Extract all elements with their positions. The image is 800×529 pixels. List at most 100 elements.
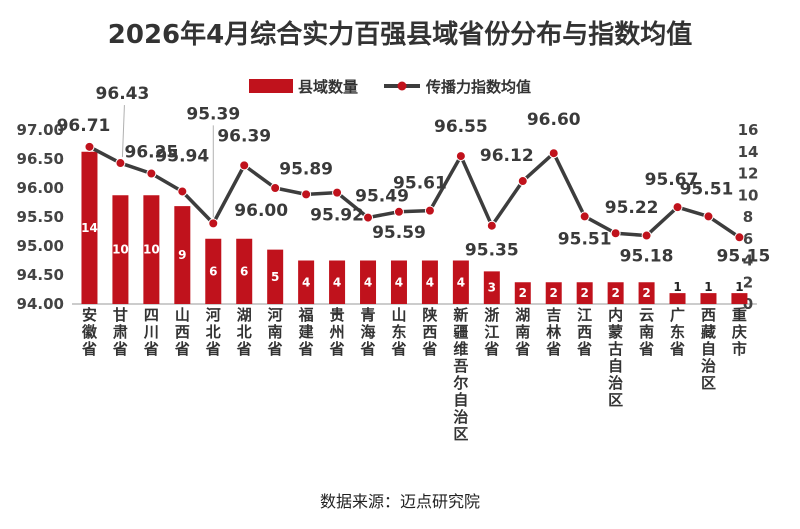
category-label: 福建省 [298,306,315,358]
line-value-label: 95.59 [372,223,426,243]
bar [669,293,686,304]
bar [143,195,160,304]
bar [483,271,500,304]
line-value-label: 95.67 [645,170,699,190]
line-point [146,168,157,179]
bar [545,282,562,304]
bar-value-label: 1 [673,280,681,294]
line-point [208,218,219,229]
line-value-label: 96.39 [217,126,271,146]
bar-value-label: 3 [488,281,496,295]
bar [174,206,191,304]
leader-line [121,105,125,158]
right-tick-label: 4 [743,252,753,270]
bar-value-label: 10 [112,243,129,257]
left-tick-label: 95.00 [17,237,64,255]
line-value-label: 95.18 [620,247,674,267]
left-tick-label: 97.00 [17,121,64,139]
right-tick-label: 6 [743,230,753,248]
bar-value-label: 1 [704,280,712,294]
line-value-label: 95.49 [355,187,409,207]
line-value-label: 95.22 [605,198,659,218]
right-tick-label: 12 [738,165,759,183]
line-value-label: 95.51 [558,229,612,249]
right-tick-label: 16 [738,121,759,139]
right-tick-label: 2 [743,273,753,291]
right-axis: 0 2 4 6 8 10 12 14 16 [738,121,759,313]
category-label: 新疆维吾尔自治区 [453,306,468,443]
line-point [703,211,714,222]
legend-line-label: 传播力指数均值 [425,78,531,96]
bar [607,282,624,304]
bar-value-label: 4 [426,275,434,289]
line-value-label: 96.43 [96,84,150,104]
bar [390,260,407,304]
bar-value-label: 2 [550,286,558,300]
category-label: 甘肃省 [112,306,128,358]
line-point [239,160,250,171]
line-value-label: 95.94 [155,146,209,166]
line-value-label: 96.00 [234,201,288,221]
bars: 14 10 10 9 6 6 5 4 4 4 4 4 4 3 2 2 2 2 2 1 1 1 [81,151,748,304]
bar [81,151,98,304]
category-label: 山西省 [174,306,190,358]
category-label: 陕西省 [421,306,437,358]
left-tick-label: 94.50 [17,266,64,284]
line-point [84,141,95,152]
category-label: 安徽省 [81,306,98,358]
bar-value-label: 14 [81,221,98,235]
line-point [548,148,559,159]
line-point [672,202,683,213]
category-label: 广东省 [669,306,685,358]
right-tick-label: 0 [743,295,753,313]
right-tick-label: 8 [743,208,753,226]
line-point [734,232,745,243]
left-tick-label: 96.50 [17,150,64,168]
left-tick-label: 95.50 [17,208,64,226]
line-value-label: 95.92 [310,206,364,226]
line-path [88,145,741,239]
bar-value-label: 2 [611,286,619,300]
bar-value-label: 4 [395,275,403,289]
bar [514,282,531,304]
line-value-label: 95.15 [717,246,771,266]
bar [700,293,717,304]
line-value-label: 95.39 [186,104,240,124]
category-label: 吉林省 [545,306,562,358]
bar-value-label: 4 [457,275,465,289]
line-point [641,230,652,241]
line-point [517,176,528,187]
line-point [115,158,126,169]
bar [638,282,655,304]
category-label: 江西省 [576,306,592,358]
bar-value-label: 6 [240,264,248,278]
line-point [610,228,621,239]
line-point [363,212,374,223]
bar-value-label: 2 [580,286,588,300]
line-value-label: 95.51 [680,179,734,199]
category-label: 西藏自治区 [701,306,716,392]
bar [267,249,284,304]
line-point [486,220,497,231]
left-tick-label: 94.00 [17,295,64,313]
line-point [579,211,590,222]
line-point [332,187,343,198]
bar-value-label: 4 [364,275,372,289]
line-value-label: 95.61 [393,174,447,194]
bar [205,238,222,304]
line-point [393,206,404,217]
bar [731,293,748,304]
line-value-label: 96.60 [527,110,581,130]
bar [452,260,469,304]
bar-value-label: 10 [143,243,160,257]
category-label: 湖北省 [236,306,252,358]
bar-value-label: 6 [209,264,217,278]
category-label: 贵州省 [329,306,345,358]
right-tick-label: 10 [738,186,759,204]
bar [576,282,593,304]
bar [236,238,253,304]
category-label: 湖南省 [514,306,530,358]
